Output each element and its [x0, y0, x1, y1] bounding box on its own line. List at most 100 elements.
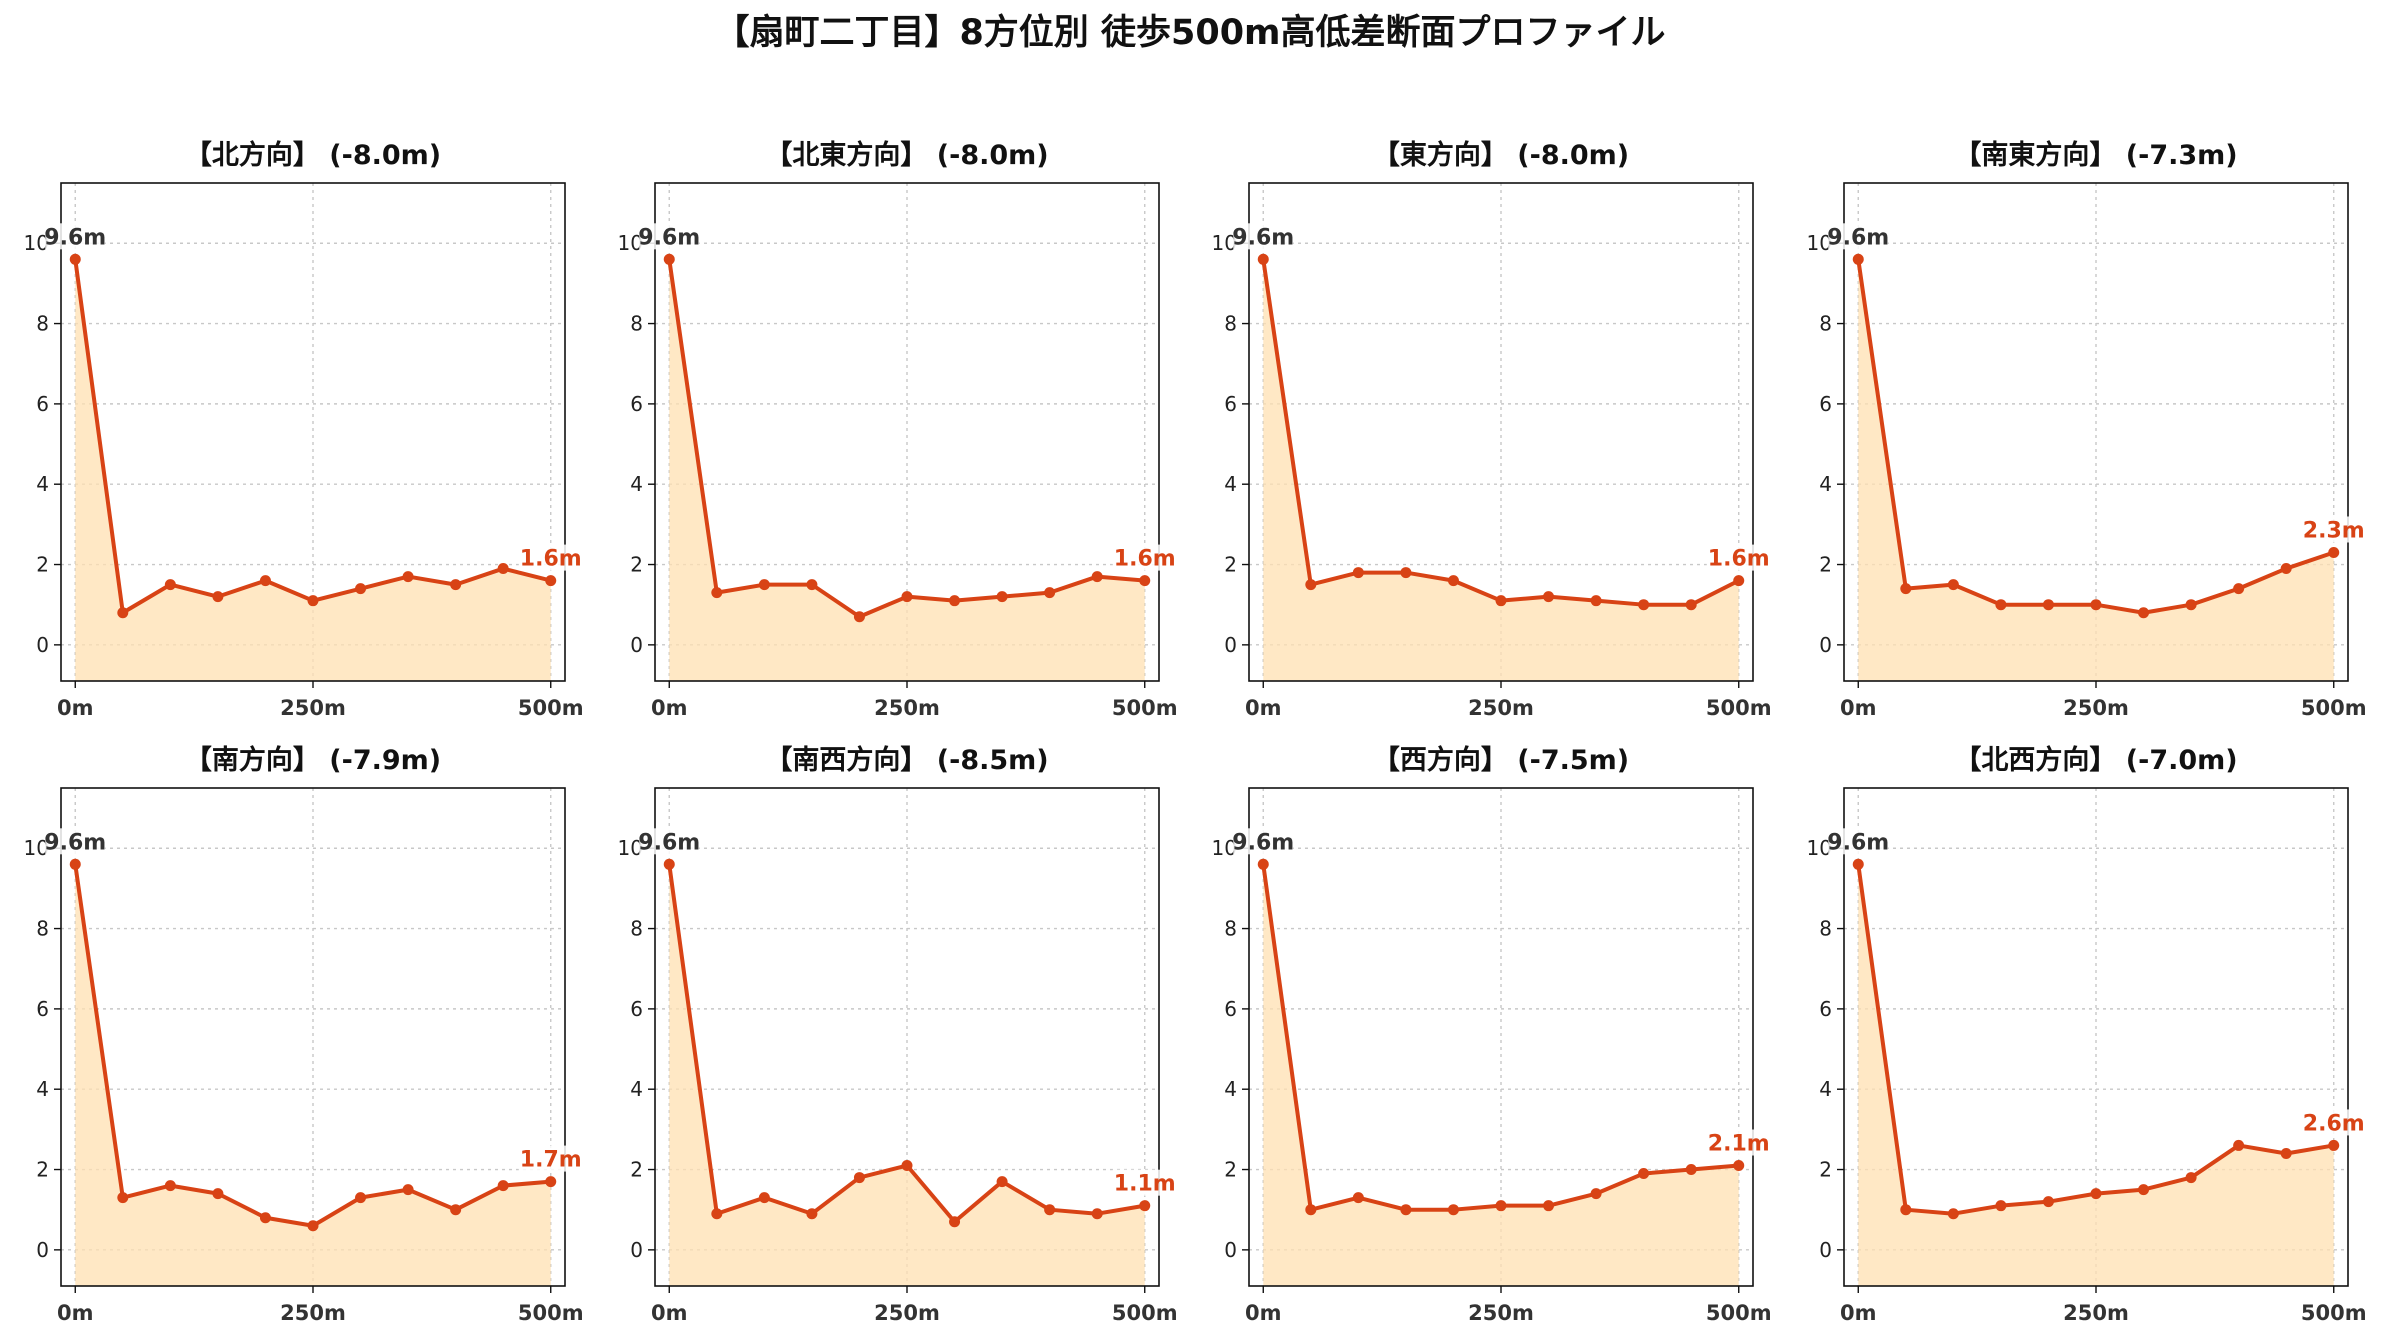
data-point: [2185, 599, 2197, 611]
start-label-background: [1828, 223, 1889, 250]
chart-panel: 【北東方向】 (-8.0m) 0 2 4 6 8 10 0m 250m 500m 9.6m 1.6m: [618, 139, 1178, 720]
y-tick-label: 6: [36, 997, 49, 1021]
data-point: [1638, 1168, 1650, 1180]
data-point: [212, 591, 224, 603]
y-tick-label: 2: [1224, 1158, 1237, 1182]
y-tick-label: 2: [36, 553, 49, 577]
end-label-background: [1706, 544, 1771, 571]
x-tick-label: 0m: [1245, 1301, 1282, 1325]
end-elevation-label: 1.1m: [1114, 1172, 1176, 1197]
data-point: [663, 253, 675, 265]
data-point: [1638, 599, 1650, 611]
data-point: [996, 1176, 1008, 1188]
x-tick-label: 500m: [1706, 696, 1772, 720]
data-point: [758, 1192, 770, 1204]
y-tick-label: 0: [1819, 633, 1832, 657]
end-label-background: [1112, 1169, 1177, 1196]
data-point: [1447, 1204, 1459, 1216]
y-tick-label: 10: [24, 231, 49, 255]
data-point: [2090, 1188, 2102, 1200]
data-point: [2328, 1139, 2340, 1151]
y-tick-label: 0: [1224, 633, 1237, 657]
x-tick-label: 500m: [1112, 696, 1178, 720]
y-tick-label: 8: [1224, 917, 1237, 941]
start-label-background: [1233, 223, 1294, 250]
start-label-background: [45, 223, 106, 250]
start-elevation-label: 9.6m: [1827, 225, 1889, 250]
x-tick-label: 500m: [2301, 696, 2367, 720]
y-tick-label: 4: [36, 472, 49, 496]
elevation-area: [1263, 259, 1739, 681]
x-tick-label: 250m: [2063, 696, 2129, 720]
data-point: [2042, 1196, 2054, 1208]
x-tick-label: 500m: [2301, 1301, 2367, 1325]
data-point: [259, 1212, 271, 1224]
x-tick-label: 250m: [874, 1301, 940, 1325]
end-elevation-label: 1.6m: [1708, 547, 1770, 572]
start-label-background: [45, 828, 106, 855]
panel-title: 【南方向】 (-7.9m): [185, 744, 441, 776]
end-label-background: [2301, 516, 2366, 543]
data-point: [1947, 579, 1959, 591]
data-point: [2233, 1139, 2245, 1151]
data-point: [1685, 1164, 1697, 1176]
end-elevation-label: 1.7m: [520, 1148, 582, 1173]
data-point: [711, 587, 723, 599]
y-tick-label: 0: [36, 1238, 49, 1262]
y-tick-label: 10: [1212, 836, 1237, 860]
data-point: [1495, 595, 1507, 607]
data-point: [1257, 253, 1269, 265]
data-point: [1733, 575, 1745, 587]
data-point: [2042, 599, 2054, 611]
data-point: [497, 563, 509, 575]
data-point: [164, 579, 176, 591]
y-tick-label: 6: [1819, 997, 1832, 1021]
x-tick-label: 250m: [1468, 1301, 1534, 1325]
start-label-background: [639, 223, 700, 250]
end-elevation-label: 2.6m: [2303, 1111, 2365, 1136]
data-point: [1900, 583, 1912, 595]
data-point: [1852, 858, 1864, 870]
panel-title: 【南西方向】 (-8.5m): [765, 744, 1048, 776]
y-tick-label: 8: [36, 917, 49, 941]
chart-panel: 【西方向】 (-7.5m) 0 2 4 6 8 10 0m 250m 500m 9.6m 2.1m: [1212, 744, 1772, 1325]
data-point: [1044, 587, 1056, 599]
data-point: [1852, 253, 1864, 265]
data-point: [450, 579, 462, 591]
data-point: [69, 858, 81, 870]
chart-panel: 【南西方向】 (-8.5m) 0 2 4 6 8 10 0m 250m 500m 9.6m 1.1m: [618, 744, 1178, 1325]
x-tick-label: 0m: [651, 1301, 688, 1325]
y-tick-label: 10: [618, 836, 643, 860]
data-point: [1543, 591, 1555, 603]
elevation-area: [1858, 864, 2334, 1286]
data-point: [2090, 599, 2102, 611]
data-point: [1139, 1200, 1151, 1212]
data-point: [2233, 583, 2245, 595]
start-elevation-label: 9.6m: [638, 225, 700, 250]
elevation-area: [1263, 864, 1739, 1286]
start-label-background: [1828, 828, 1889, 855]
data-point: [1947, 1208, 1959, 1220]
start-elevation-label: 9.6m: [44, 225, 106, 250]
y-tick-label: 6: [630, 997, 643, 1021]
panel-title: 【西方向】 (-7.5m): [1373, 744, 1629, 776]
data-point: [1590, 595, 1602, 607]
data-point: [711, 1208, 723, 1220]
data-point: [307, 595, 319, 607]
elevation-area: [75, 864, 551, 1286]
y-tick-label: 4: [630, 472, 643, 496]
data-point: [1400, 1204, 1412, 1216]
y-tick-label: 0: [1224, 1238, 1237, 1262]
data-point: [1091, 1208, 1103, 1220]
y-tick-label: 8: [1819, 312, 1832, 336]
data-point: [164, 1180, 176, 1192]
start-label-background: [639, 828, 700, 855]
data-point: [2185, 1172, 2197, 1184]
data-point: [1685, 599, 1697, 611]
chart-panel: 【南方向】 (-7.9m) 0 2 4 6 8 10 0m 250m 500m 9.6m 1.7m: [24, 744, 584, 1325]
x-tick-label: 0m: [1840, 696, 1877, 720]
end-elevation-label: 1.6m: [520, 547, 582, 572]
x-tick-label: 500m: [518, 1301, 584, 1325]
end-elevation-label: 2.3m: [2303, 518, 2365, 543]
start-elevation-label: 9.6m: [1232, 225, 1294, 250]
